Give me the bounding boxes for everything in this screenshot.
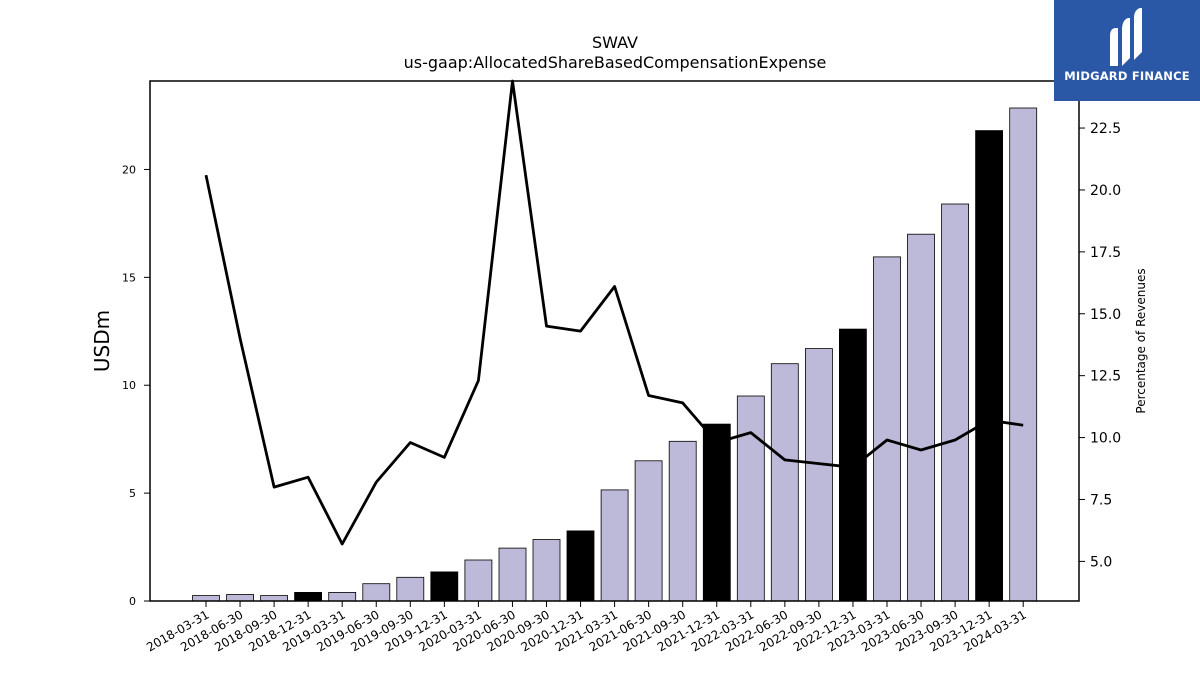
bar-series xyxy=(192,107,1038,602)
bar-2020-12-31 xyxy=(566,530,595,602)
bar-2019-03-31 xyxy=(328,592,357,602)
midgard-logo-icon xyxy=(1110,8,1142,66)
y2-tick-label: 17.5 xyxy=(1090,245,1121,261)
bar-2021-09-30 xyxy=(668,440,697,602)
brand-logo: MIDGARD FINANCE xyxy=(1054,0,1200,101)
y-tick-label: 0 xyxy=(129,595,136,608)
bar-2018-09-30 xyxy=(260,595,289,602)
y-tick-label: 15 xyxy=(122,271,136,284)
bar-2023-06-30 xyxy=(907,233,935,602)
bar-2022-06-30 xyxy=(770,363,799,602)
bar-2019-12-31 xyxy=(430,571,459,602)
y-tick-label: 10 xyxy=(122,379,136,392)
y2-tick-label: 10.0 xyxy=(1090,431,1121,447)
line-series xyxy=(204,79,1024,546)
bar-2024-03-31 xyxy=(1009,107,1038,602)
y-axis-left: 0 5 10 15 20 xyxy=(122,163,150,608)
bar-2019-09-30 xyxy=(396,576,425,602)
y-tick-label: 5 xyxy=(129,487,136,500)
bar-2019-06-30 xyxy=(362,583,391,602)
y2-tick-label: 7.5 xyxy=(1090,492,1112,508)
y2-tick-label: 15.0 xyxy=(1090,307,1121,323)
y2-tick-label: 22.5 xyxy=(1090,121,1121,137)
bar-2023-03-31 xyxy=(873,256,901,602)
bar-2023-12-31 xyxy=(975,130,1003,602)
chart-subtitle: us-gaap:AllocatedShareBasedCompensationE… xyxy=(404,53,827,72)
bar-2021-12-31 xyxy=(702,423,731,602)
chart-title: SWAV xyxy=(592,33,638,52)
bar-2018-06-30 xyxy=(226,594,255,602)
x-axis: 2018-03-312018-06-302018-09-302018-12-31… xyxy=(144,601,1029,654)
bar-2018-03-31 xyxy=(192,595,220,602)
bar-2020-06-30 xyxy=(498,547,527,602)
bar-2022-03-31 xyxy=(736,395,765,602)
bar-2022-09-30 xyxy=(805,348,833,602)
y-axis-label: USDm xyxy=(90,310,114,372)
bar-2018-12-31 xyxy=(294,592,323,602)
bar-2021-06-30 xyxy=(634,460,663,602)
bar-2023-09-30 xyxy=(941,203,969,602)
y-tick-label: 20 xyxy=(122,163,136,176)
brand-name: MIDGARD FINANCE xyxy=(1064,69,1190,83)
y2-axis-label: Percentage of Revenues xyxy=(1134,268,1148,413)
y-axis-right: 5.0 7.5 10.0 12.5 15.0 17.5 20.0 22.5 xyxy=(1079,121,1121,570)
y2-tick-label: 12.5 xyxy=(1090,369,1121,385)
bar-2020-03-31 xyxy=(464,559,493,602)
bar-2020-09-30 xyxy=(532,539,561,602)
y2-tick-label: 5.0 xyxy=(1090,554,1112,570)
bar-2021-03-31 xyxy=(600,489,629,602)
y2-tick-label: 20.0 xyxy=(1090,183,1121,199)
